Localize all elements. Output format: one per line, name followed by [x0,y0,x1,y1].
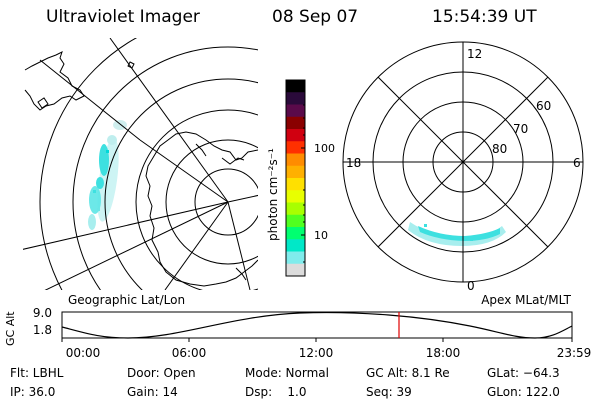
colorbar-segment [286,104,305,118]
altitude-curve [61,311,573,339]
info-ip: IP: 36.0 [10,385,56,399]
coastline [145,131,258,287]
altitude-plot [61,311,573,342]
mlt-label-6: 6 [573,156,581,170]
geographic-map [23,38,258,290]
date-label: 08 Sep 07 [272,7,359,27]
mlat-label-80: 80 [492,142,507,156]
polar-labels: 12 18 6 0 60 70 80 [346,47,581,293]
colorbar-segment [286,92,305,105]
latitude-circles [39,38,258,290]
mlt-label-12: 12 [467,47,482,61]
colorbar-segment [286,141,305,154]
coastline-north [24,51,85,111]
info-glat: GLat: −64.3 [487,366,560,380]
info-dsp: Dsp: 1.0 [245,385,307,399]
mlt-label-0: 0 [467,279,475,293]
mlat-label-60: 60 [536,99,551,113]
altitude-xtick-1: 06:00 [172,346,207,360]
colorbar-label: photon cm⁻²s⁻¹ [266,148,280,241]
info-flt: Flt: LBHL [10,366,64,380]
info-gain: Gain: 14 [127,385,178,399]
altitude-xtick-4: 23:59 [557,346,592,360]
altitude-ylabel: GC Alt [4,311,17,346]
meridian-lines [23,38,258,290]
time-label: 15:54:39 UT [432,7,537,27]
aurora-polar [408,222,506,246]
colorbar-tick-10: 10 [314,229,328,242]
colorbar-segment [286,263,305,277]
apex-panel-label: Apex MLat/MLT [481,293,571,307]
colorbar-segment [286,80,305,93]
colorbar-segment [286,178,305,191]
geographic-panel-label: Geographic Lat/Lon [68,293,185,307]
altitude-ytick-max: 9.0 [33,306,52,320]
colorbar-segment [286,214,305,228]
mlat-label-70: 70 [513,122,528,136]
colorbar-ticks [301,104,305,263]
colorbar [285,79,306,277]
altitude-ytick-min: 1.8 [33,323,52,337]
colorbar-tick-100: 100 [314,142,335,155]
info-mode: Mode: Normal [245,366,329,380]
colorbar-segment [286,239,305,252]
mlt-label-18: 18 [346,156,361,170]
polar-grid [342,41,584,283]
info-door: Door: Open [127,366,196,380]
colorbar-segment [286,227,305,240]
polar-plot [342,41,584,283]
aurora-geographic [88,120,127,230]
altitude-xtick-2: 12:00 [299,346,334,360]
colorbar-segment [286,165,305,179]
info-gc-alt: GC Alt: 8.1 Re [366,366,450,380]
info-seq: Seq: 39 [366,385,412,399]
colorbar-segment [286,251,305,265]
colorbar-segment [286,202,305,216]
app-title: Ultraviolet Imager [46,7,200,27]
info-glon: GLon: 122.0 [487,385,560,399]
altitude-xtick-3: 18:00 [426,346,461,360]
colorbar-segment [286,129,305,142]
altitude-xtick-0: 00:00 [66,346,101,360]
colorbar-segment [286,190,305,203]
colorbar-segment [286,153,305,167]
colorbar-segment [286,116,305,130]
